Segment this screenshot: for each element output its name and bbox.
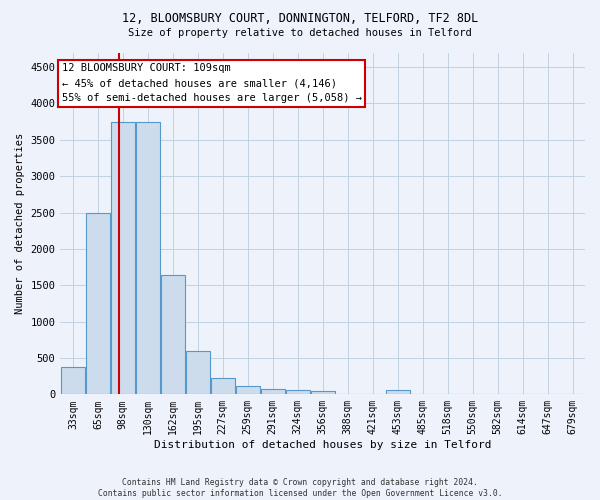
Text: Contains HM Land Registry data © Crown copyright and database right 2024.
Contai: Contains HM Land Registry data © Crown c… <box>98 478 502 498</box>
Bar <box>236 386 260 394</box>
Y-axis label: Number of detached properties: Number of detached properties <box>15 133 25 314</box>
Bar <box>61 368 85 394</box>
Text: 12, BLOOMSBURY COURT, DONNINGTON, TELFORD, TF2 8DL: 12, BLOOMSBURY COURT, DONNINGTON, TELFOR… <box>122 12 478 26</box>
Bar <box>260 389 285 394</box>
Bar <box>111 122 135 394</box>
Bar <box>161 275 185 394</box>
Bar <box>286 390 310 394</box>
X-axis label: Distribution of detached houses by size in Telford: Distribution of detached houses by size … <box>154 440 491 450</box>
Text: Size of property relative to detached houses in Telford: Size of property relative to detached ho… <box>128 28 472 38</box>
Bar <box>311 391 335 394</box>
Bar <box>136 122 160 394</box>
Bar <box>386 390 410 394</box>
Bar <box>86 212 110 394</box>
Bar <box>211 378 235 394</box>
Bar <box>185 352 210 395</box>
Text: 12 BLOOMSBURY COURT: 109sqm
← 45% of detached houses are smaller (4,146)
55% of : 12 BLOOMSBURY COURT: 109sqm ← 45% of det… <box>62 64 362 103</box>
